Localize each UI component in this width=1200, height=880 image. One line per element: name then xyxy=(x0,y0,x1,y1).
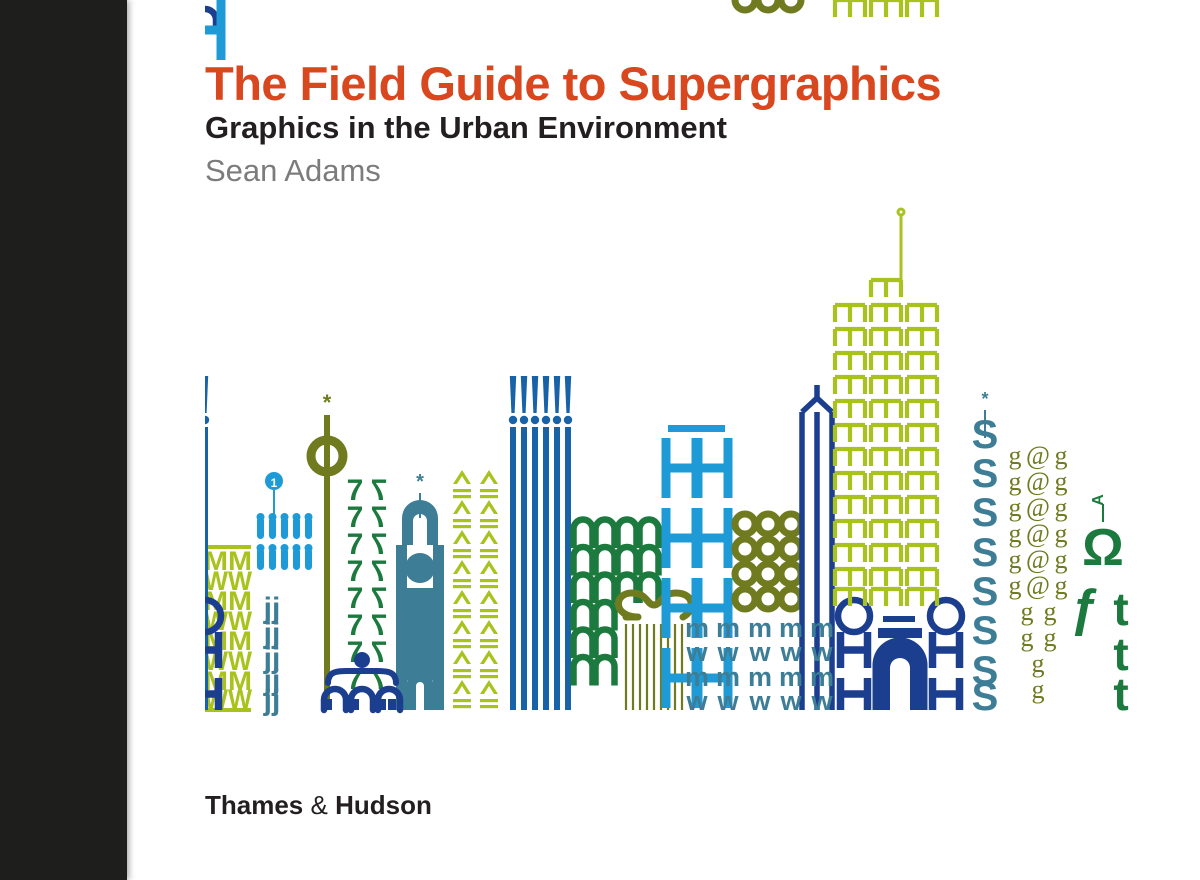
svg-text:w: w xyxy=(810,686,833,716)
svg-text:g: g xyxy=(1009,441,1022,470)
svg-text:jj: jj xyxy=(263,684,281,717)
svg-text:*: * xyxy=(323,390,332,415)
svg-text:@: @ xyxy=(1026,441,1050,470)
svg-text:g: g xyxy=(1044,623,1057,652)
svg-text:g: g xyxy=(1055,493,1068,522)
svg-text:g: g xyxy=(1055,467,1068,496)
svg-text:g: g xyxy=(1009,545,1022,574)
svg-text:g: g xyxy=(1009,467,1022,496)
svg-text:S: S xyxy=(972,675,999,719)
svg-text:WW: WW xyxy=(205,684,252,714)
svg-text:@: @ xyxy=(1026,519,1050,548)
svg-text:@: @ xyxy=(1026,571,1050,600)
svg-text:g: g xyxy=(1055,545,1068,574)
svg-text:g: g xyxy=(1055,571,1068,600)
svg-text:g: g xyxy=(1055,519,1068,548)
svg-text:S: S xyxy=(972,609,999,653)
svg-text:@: @ xyxy=(1026,545,1050,574)
svg-text:S: S xyxy=(972,452,999,496)
svg-text:*: * xyxy=(416,471,424,493)
svg-text:g: g xyxy=(1009,519,1022,548)
svg-text:g: g xyxy=(1009,493,1022,522)
svg-text:w: w xyxy=(748,686,771,716)
svg-text:@: @ xyxy=(1026,493,1050,522)
svg-text:w: w xyxy=(685,686,708,716)
svg-text:g: g xyxy=(1055,441,1068,470)
svg-text:ƒ: ƒ xyxy=(1071,579,1100,637)
svg-text:w: w xyxy=(779,686,802,716)
svg-text:g: g xyxy=(1044,597,1057,626)
svg-text:g: g xyxy=(1032,649,1045,678)
svg-text:Ω: Ω xyxy=(1082,519,1124,577)
svg-text:w: w xyxy=(716,686,739,716)
svg-text:*: * xyxy=(981,389,988,409)
svg-text:g: g xyxy=(1021,597,1034,626)
svg-text:t: t xyxy=(1113,668,1128,720)
svg-text:S: S xyxy=(972,413,999,457)
svg-text:1: 1 xyxy=(271,476,278,490)
svg-text:S: S xyxy=(972,491,999,535)
svg-text:S: S xyxy=(972,531,999,575)
svg-text:g: g xyxy=(1021,623,1034,652)
svg-text:S: S xyxy=(972,570,999,614)
svg-text:g: g xyxy=(1032,675,1045,704)
svg-text:g: g xyxy=(1009,571,1022,600)
svg-text:@: @ xyxy=(1026,467,1050,496)
svg-text:A: A xyxy=(1090,494,1107,506)
